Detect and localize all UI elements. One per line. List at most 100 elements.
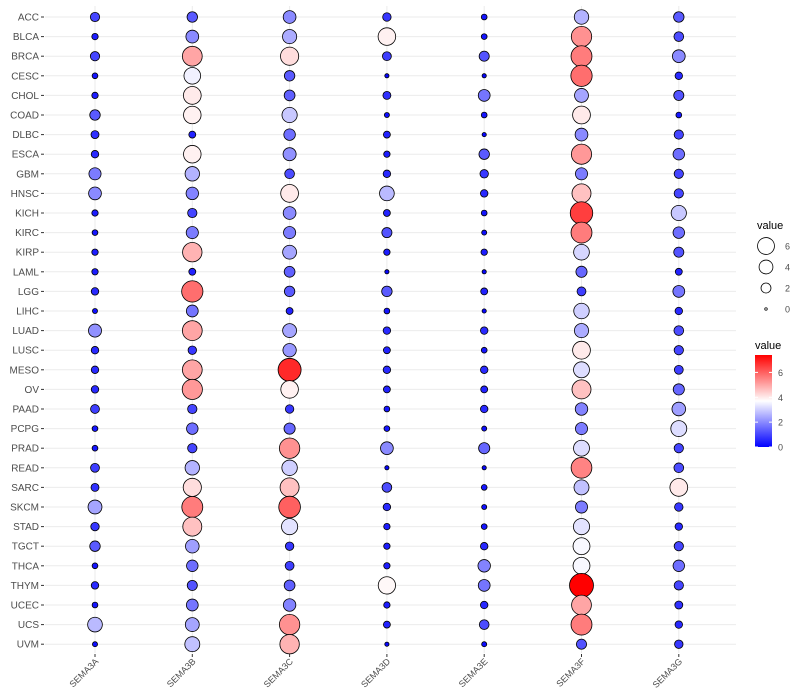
data-point (673, 168, 684, 179)
data-point (280, 46, 300, 66)
data-point (480, 346, 488, 354)
data-point (282, 206, 297, 220)
data-point (673, 443, 684, 454)
data-point (383, 601, 391, 609)
data-point (673, 188, 684, 199)
y-tick-label: LUSC (12, 346, 39, 357)
data-point (382, 502, 392, 512)
data-point (277, 357, 302, 382)
data-point (575, 167, 588, 181)
x-tick-label: SEMA3C (262, 656, 296, 690)
size-legend-label: 6 (785, 242, 790, 252)
data-point (90, 404, 100, 414)
data-point (383, 307, 391, 315)
data-point (89, 540, 101, 552)
data-point (383, 620, 391, 629)
points-layer (87, 9, 689, 655)
y-tick-label: PAAD (13, 405, 40, 416)
data-point (382, 365, 392, 374)
data-point (674, 267, 683, 276)
data-point (383, 248, 391, 256)
data-point (281, 106, 298, 124)
data-point (90, 130, 100, 139)
y-tick-label: SARC (11, 483, 39, 494)
data-point (570, 457, 593, 479)
data-point (181, 378, 203, 400)
data-point (283, 285, 296, 298)
data-point (481, 308, 487, 314)
data-point (380, 441, 394, 455)
data-point (673, 11, 685, 23)
x-tick-label: SEMA3F (554, 656, 587, 689)
data-point (671, 401, 687, 417)
y-tick-label: UCEC (11, 601, 39, 612)
data-point (673, 345, 684, 356)
data-point (184, 617, 200, 632)
data-point (90, 346, 100, 355)
size-legend-key (757, 237, 775, 255)
data-point (383, 523, 391, 531)
data-point (481, 73, 487, 79)
y-tick-label: KIRC (15, 228, 39, 239)
data-point (186, 11, 198, 23)
data-point (185, 598, 199, 612)
data-point (481, 465, 487, 471)
y-tick-label: CESC (11, 71, 39, 82)
data-point (91, 425, 99, 432)
size-legend-key (764, 307, 768, 311)
data-point (186, 559, 199, 572)
data-point (90, 581, 100, 590)
data-point (184, 460, 200, 476)
y-axis: ACC BLCA BRCA CESC CHOL COAD DLBC ESCA GBM HNSC KI… (10, 13, 44, 651)
color-legend: value 6 4 2 0 (755, 340, 783, 453)
data-point (384, 641, 390, 647)
data-point (672, 285, 686, 298)
data-point (284, 404, 295, 414)
data-point (575, 265, 588, 278)
data-point (281, 518, 299, 536)
data-point (280, 184, 299, 203)
data-point (282, 244, 297, 260)
data-point (188, 130, 197, 139)
data-point (478, 50, 490, 62)
data-point (181, 496, 204, 518)
y-tick-label: KIRP (16, 248, 40, 259)
data-point (674, 306, 683, 316)
data-point (284, 560, 295, 571)
data-point (384, 73, 390, 79)
data-point (383, 209, 391, 217)
data-point (574, 88, 589, 103)
data-point (282, 343, 297, 358)
data-point (384, 465, 390, 471)
data-point (571, 594, 592, 616)
data-point (186, 422, 199, 435)
y-tick-label: HNSC (11, 189, 39, 200)
data-point (481, 641, 488, 648)
data-point (182, 242, 203, 263)
data-point (182, 516, 203, 537)
data-point (670, 420, 688, 437)
data-point (185, 29, 200, 44)
x-axis: SEMA3A SEMA3B SEMA3C SEMA3D SEMA3E SEMA3F SEMA… (68, 654, 684, 690)
data-point (571, 379, 592, 400)
color-legend-bar (755, 355, 772, 447)
data-point (673, 31, 685, 42)
data-point (284, 541, 295, 551)
data-point (481, 229, 488, 236)
data-point (384, 269, 390, 275)
data-point (477, 559, 491, 573)
data-point (383, 425, 391, 432)
data-point (672, 148, 685, 161)
data-point (673, 325, 685, 336)
data-point (571, 143, 593, 165)
data-point (573, 9, 590, 25)
color-legend-label: 4 (778, 393, 783, 403)
data-point (481, 132, 487, 138)
data-point (91, 91, 99, 99)
data-point (477, 89, 491, 102)
data-point (673, 580, 684, 591)
data-point (188, 267, 197, 276)
data-point (575, 422, 588, 436)
data-point (282, 10, 297, 24)
data-point (478, 442, 491, 455)
